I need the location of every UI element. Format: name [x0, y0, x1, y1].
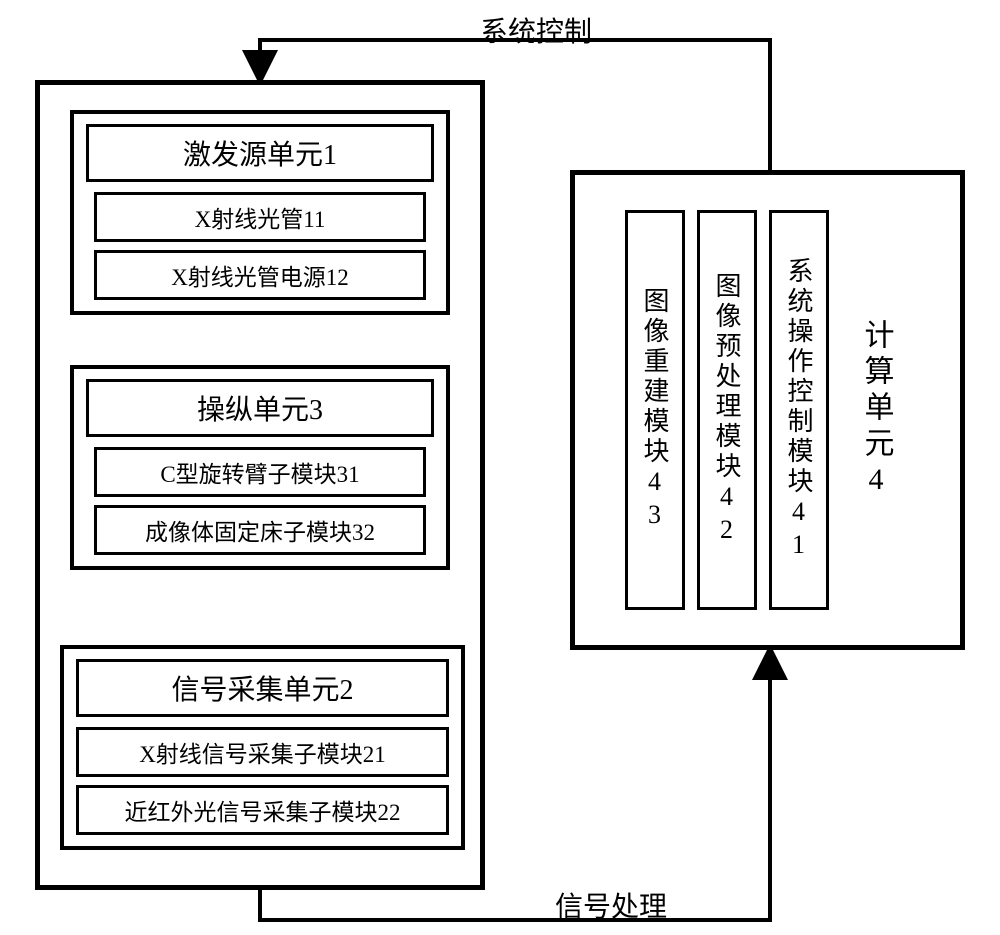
unit-title: 激发源单元1: [86, 124, 434, 182]
computation-unit-container: 图像重建模块43 图像预处理模块42 系统操作控制模块41 计算单元4: [570, 170, 965, 650]
edge-label-system-control: 系统控制: [480, 10, 592, 50]
excitation-source-unit: 激发源单元1 X射线光管11 X射线光管电源12: [70, 110, 450, 315]
xray-tube-item: X射线光管11: [94, 192, 426, 242]
left-hardware-container: 激发源单元1 X射线光管11 X射线光管电源12 操纵单元3 C型旋转臂子模块3…: [35, 80, 485, 890]
xray-tube-power-item: X射线光管电源12: [94, 250, 426, 300]
unit-title: 信号采集单元2: [76, 659, 449, 717]
system-operation-control-module: 系统操作控制模块41: [769, 210, 829, 610]
edge-label-signal-processing: 信号处理: [555, 885, 667, 925]
image-preprocessing-module: 图像预处理模块42: [697, 210, 757, 610]
system-block-diagram: 系统控制 信号处理 激发源单元1 X射线光管11 X射线光管电源12 操纵单元3…: [0, 0, 1000, 935]
image-reconstruction-module: 图像重建模块43: [625, 210, 685, 610]
c-arm-module-item: C型旋转臂子模块31: [94, 447, 426, 497]
xray-acq-module-item: X射线信号采集子模块21: [76, 727, 449, 777]
manipulation-unit: 操纵单元3 C型旋转臂子模块31 成像体固定床子模块32: [70, 365, 450, 570]
nir-acq-module-item: 近红外光信号采集子模块22: [76, 785, 449, 835]
unit-title: 操纵单元3: [86, 379, 434, 437]
signal-acquisition-unit: 信号采集单元2 X射线信号采集子模块21 近红外光信号采集子模块22: [60, 645, 465, 850]
bed-module-item: 成像体固定床子模块32: [94, 505, 426, 555]
computation-unit-label: 计算单元4: [841, 190, 911, 630]
